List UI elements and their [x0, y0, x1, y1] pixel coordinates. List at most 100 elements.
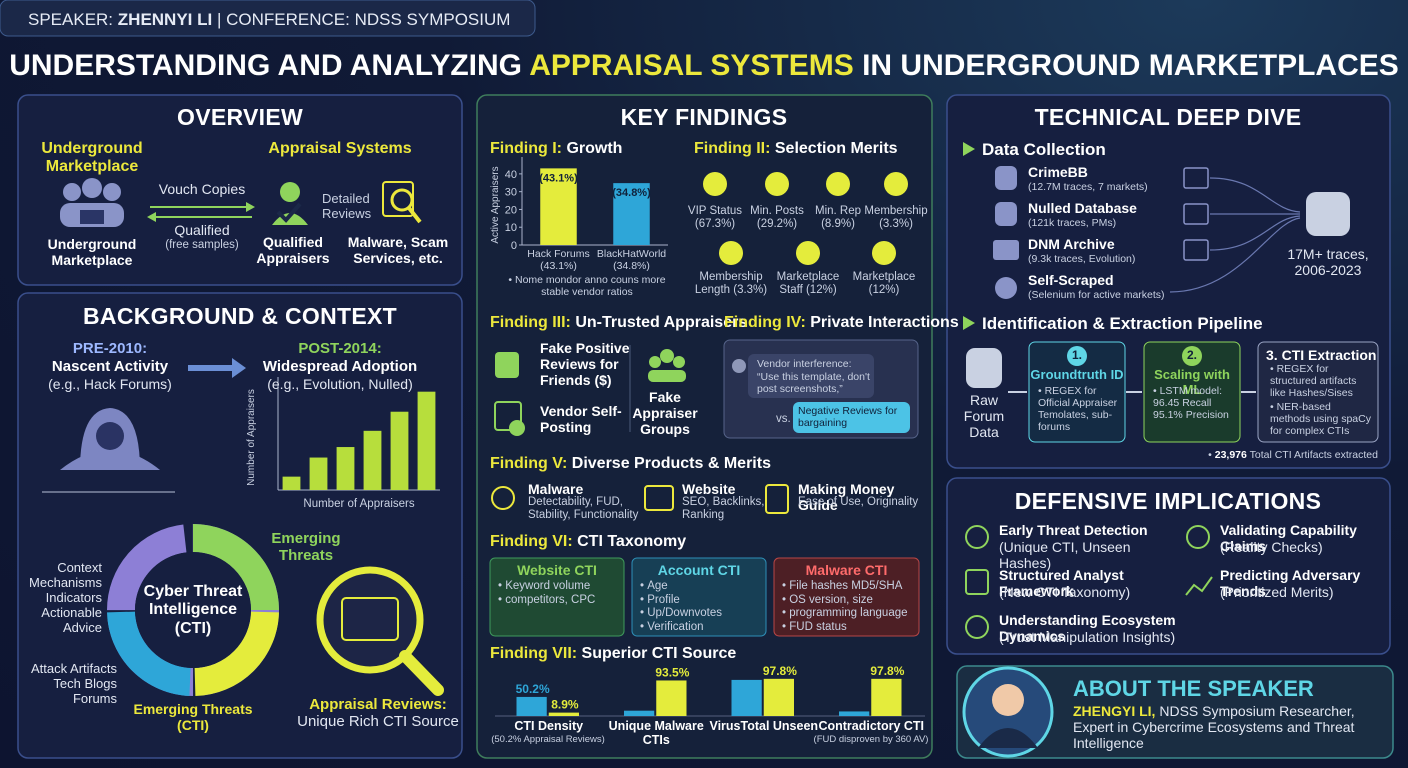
label: 17M+ traces, 2006-2023 — [1287, 246, 1369, 279]
merit: Min. Posts (29.2%) — [750, 205, 804, 231]
label: Predicting Adversary Trends — [1220, 567, 1361, 600]
label: OS version, size — [782, 594, 915, 607]
value-label: 97.8% — [870, 664, 904, 678]
label: Appraisal Reviews: — [309, 696, 447, 713]
label: Identification & Extraction Pipeline — [982, 314, 1263, 333]
label: Negative Reviews for bargaining — [798, 405, 898, 430]
negative-bubble — [793, 402, 910, 433]
speaker-name: ZHENGYI LI, — [1073, 703, 1156, 719]
label: REGEX for Official Appraiser Temolates, … — [1038, 385, 1122, 433]
panel-title: DEFENSIVE IMPLICATIONS — [1014, 488, 1322, 514]
label: Finding III: — [490, 314, 571, 331]
text: Private Interactions — [810, 314, 959, 331]
check-icon — [276, 202, 302, 223]
label: Finding I: — [490, 140, 562, 157]
conference: | CONFERENCE: NDSS SYMPOSIUM — [216, 10, 511, 29]
bar — [731, 679, 762, 716]
finding-heading: Finding VII: Superior CTI Source — [490, 645, 736, 663]
y-axis-label: Active Appraisers — [490, 166, 501, 243]
merit: Marketplace Staff (12%) — [776, 271, 840, 297]
x-tick-label: CTI Density — [514, 719, 584, 733]
x-tick-label: BlackHatWorld (34.8%) — [596, 248, 667, 273]
label: vs. — [776, 413, 791, 425]
text: Diverse Products & Merits — [571, 455, 771, 472]
label: Underground Marketplace — [41, 140, 143, 176]
hood-face — [96, 422, 124, 450]
label: Detectability, FUD, Stability, Functiona… — [528, 496, 639, 522]
merit: Membership (3.3%) — [864, 205, 928, 231]
finding-heading: Finding III: Un-Trusted Appraisers — [490, 314, 747, 332]
label: Finding VI: — [490, 533, 573, 550]
merit: Membership Length (3.3%) — [694, 271, 768, 297]
label: Malware — [528, 481, 584, 497]
bar — [390, 411, 409, 490]
label: Appraisal Systems — [268, 140, 412, 157]
label: File hashes MD5/SHA — [782, 580, 915, 593]
label: Making Money Guide — [798, 481, 895, 514]
y-tick-label: 40 — [505, 169, 517, 181]
text: Selection Merits — [774, 140, 898, 157]
label: (9.3k traces, Evolution) — [1028, 253, 1136, 265]
speaker-panel — [956, 665, 1394, 759]
vendor-bubble — [748, 354, 874, 398]
bar — [624, 710, 655, 716]
label: POST-2014: — [298, 340, 382, 357]
label: FUD status — [782, 621, 915, 634]
step-title: 3. CTI Extraction — [1266, 347, 1376, 363]
arrow-head — [246, 202, 255, 212]
label: Finding V: — [490, 455, 568, 472]
label: Vendor Self-Posting — [540, 403, 622, 436]
value-label: 93.5% — [655, 665, 689, 679]
label: NER-based methods using spaCy for comple… — [1270, 401, 1374, 437]
label: PRE-2010: — [72, 340, 148, 357]
bullet-triangle — [963, 316, 975, 330]
title-part: UNDERSTANDING AND ANALYZING — [9, 49, 522, 82]
value-label: 97.8% — [763, 664, 797, 678]
label: Emerging Threats (CTI) — [133, 701, 253, 734]
page-title: UNDERSTANDING AND ANALYZING APPRAISAL SY… — [0, 49, 1408, 84]
label: competitors, CPC — [498, 594, 620, 607]
label: Vouch Copies — [158, 181, 246, 197]
source-icons — [993, 166, 1019, 299]
y-tick-label: 20 — [505, 204, 517, 216]
label: 1. — [1071, 348, 1082, 362]
artifacts-count: 23,976 — [1214, 449, 1247, 461]
label: Detailed Reviews — [322, 191, 372, 221]
label: Forums — [72, 691, 117, 706]
bar — [516, 696, 547, 716]
chart-note: • Nome mondor anno couns more stable ven… — [508, 274, 666, 299]
artifacts-total: 23,976 Total CTI Artifacts extracted — [1178, 449, 1378, 461]
text: Growth — [566, 140, 623, 157]
label: Finding IV: — [724, 314, 806, 331]
arrow-head — [147, 212, 156, 222]
defensive-icons — [965, 525, 1213, 639]
value-label: (43.1%) — [539, 172, 578, 184]
label: (50.2% Appraisal Reviews) — [491, 734, 605, 745]
merit-icon — [765, 172, 789, 196]
finding-heading: Finding I: Growth — [490, 140, 622, 158]
bar — [336, 447, 355, 490]
label: Data Collection — [982, 140, 1106, 159]
step-badge — [1182, 346, 1202, 366]
title-highlight: APPRAISAL SYSTEMS — [529, 49, 854, 82]
finding5-icons — [491, 484, 789, 514]
label: Verification — [640, 621, 762, 634]
cycle-segment — [107, 611, 192, 696]
finding3-icons — [494, 349, 686, 436]
label: Indicators — [45, 590, 102, 605]
label: Age — [640, 580, 762, 593]
y-axis-label: Number of Appraisers — [246, 389, 257, 486]
label: (Reality Checks) — [1220, 539, 1323, 555]
label: Context — [57, 560, 102, 575]
value-label: (34.8%) — [612, 187, 651, 199]
label: Understanding Ecosystem Dynamics — [999, 612, 1176, 645]
raw-db-icon — [966, 348, 1002, 388]
label: (Trust Manipulation Insights) — [999, 629, 1176, 645]
label: Qualified Appraisers — [256, 234, 330, 267]
merit-icon — [703, 172, 727, 196]
text: Un-Trusted Appraisers — [575, 314, 748, 331]
label: Validating Capability Claims — [1220, 522, 1357, 555]
label: (FUD disproven by 360 AV) — [813, 734, 929, 745]
header-speaker: SPEAKER: ZHENNYI LI | CONFERENCE: NDSS S… — [28, 10, 510, 30]
step-badge — [1067, 346, 1087, 366]
